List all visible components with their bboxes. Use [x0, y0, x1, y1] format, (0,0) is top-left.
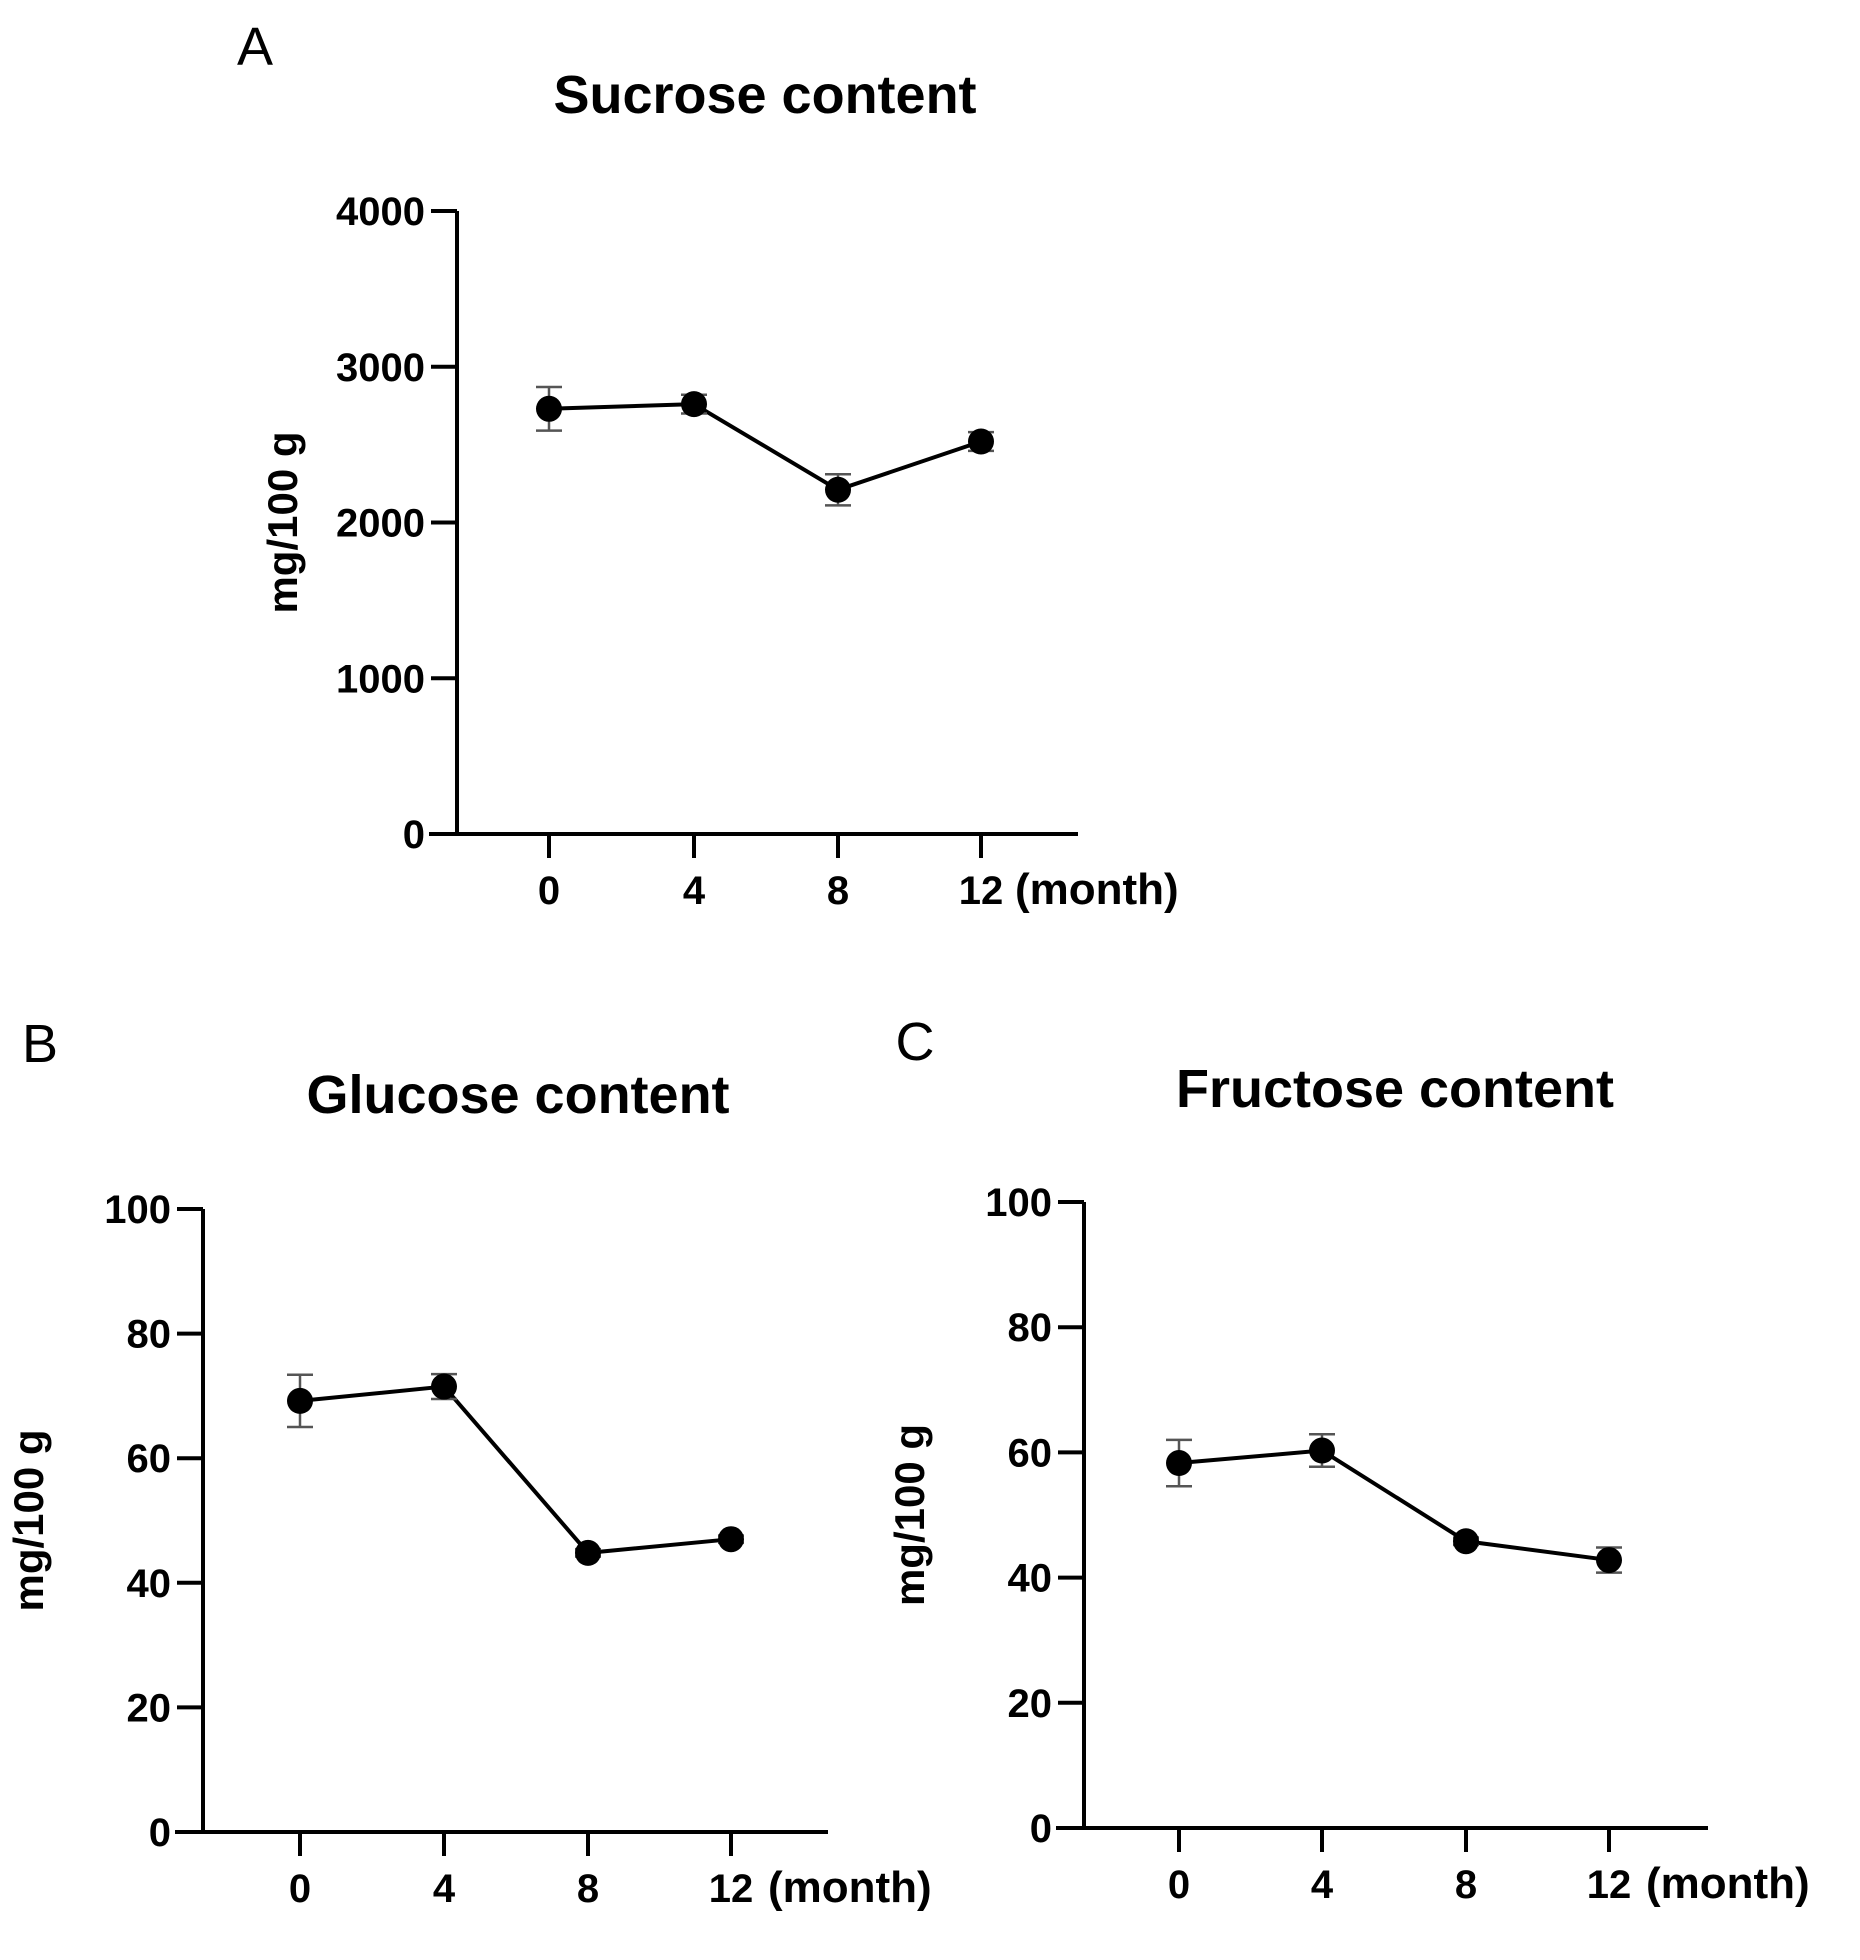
chart-panel-a: A Sucrose content 0 1000 2000 3000 4000 0 4 8 12 (m…: [237, 17, 1179, 914]
data-point: [718, 1526, 744, 1553]
data-point: [536, 395, 562, 422]
y-tick-label: 0: [149, 1811, 171, 1855]
y-tick-label: 100: [104, 1188, 171, 1232]
y-tick-label: 80: [127, 1313, 172, 1357]
x-axis-label: (month): [1646, 1859, 1810, 1908]
x-tick-label: 4: [433, 1867, 456, 1911]
panel-letter: C: [896, 1012, 935, 1072]
y-tick-label: 1000: [336, 657, 425, 701]
x-tick-label: 8: [827, 869, 849, 913]
y-axis-label: mg/100 g: [5, 1429, 52, 1611]
panel-letter: B: [22, 1014, 58, 1074]
data-point: [825, 476, 851, 503]
x-tick-label: 12: [1587, 1863, 1632, 1907]
y-tick-label: 0: [1030, 1807, 1052, 1851]
x-tick-label: 8: [1455, 1863, 1477, 1907]
x-tick-label: 12: [709, 1867, 754, 1911]
series-line: [548, 402, 982, 492]
data-point: [681, 391, 707, 418]
data-point: [1309, 1437, 1335, 1464]
series-line: [299, 1384, 732, 1555]
y-tick-label: 100: [985, 1181, 1052, 1225]
x-axis-label: (month): [768, 1863, 932, 1912]
x-axis-label: (month): [1015, 865, 1179, 914]
y-tick-label: 4000: [336, 190, 425, 234]
y-tick-label: 80: [1008, 1306, 1053, 1350]
chart-title: Fructose content: [1176, 1059, 1614, 1119]
x-tick-label: 12: [959, 869, 1004, 913]
y-tick-label: 2000: [336, 502, 425, 546]
x-tick-label: 4: [1311, 1863, 1334, 1907]
x-tick-label: 8: [577, 1867, 599, 1911]
y-tick-label: 60: [127, 1437, 172, 1481]
y-tick-label: 60: [1008, 1431, 1053, 1475]
x-tick-label: 0: [538, 869, 560, 913]
x-tick-label: 0: [289, 1867, 311, 1911]
x-tick-label: 0: [1168, 1863, 1190, 1907]
y-tick-label: 20: [127, 1686, 172, 1730]
y-axis-label: mg/100 g: [259, 431, 306, 613]
y-tick-label: 40: [1008, 1557, 1053, 1601]
y-tick-label: 0: [403, 813, 425, 857]
data-point: [1596, 1547, 1622, 1574]
y-tick-label: 20: [1008, 1682, 1053, 1726]
chart-title: Sucrose content: [553, 65, 976, 125]
data-point: [431, 1373, 457, 1400]
chart-panel-c: C Fructose content 0 20 40 60 80 100 0 4 8 12 (month…: [886, 1012, 1810, 1908]
data-point: [1453, 1528, 1479, 1555]
chart-panel-b: B Glucose content 0 20 40 60 80 100 0 4 8 12 (month)…: [5, 1014, 932, 1912]
series-line: [1178, 1448, 1610, 1563]
y-axis-label: mg/100 g: [886, 1424, 933, 1606]
data-point: [968, 428, 994, 455]
chart-title: Glucose content: [306, 1065, 729, 1125]
panel-letter: A: [237, 17, 273, 77]
y-tick-label: 3000: [336, 346, 425, 390]
data-point: [287, 1387, 313, 1414]
y-tick-label: 40: [127, 1562, 172, 1606]
data-point: [1166, 1450, 1192, 1477]
data-point: [575, 1539, 601, 1566]
x-tick-label: 4: [683, 869, 706, 913]
